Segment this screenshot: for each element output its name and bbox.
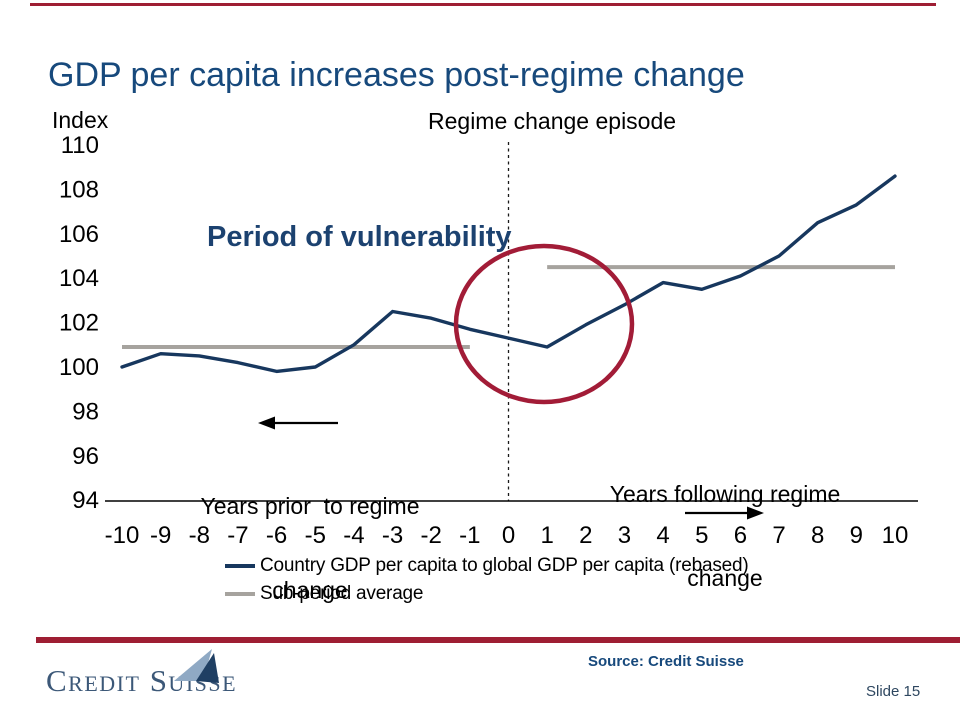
period-of-vulnerability-label: Period of vulnerability xyxy=(207,221,512,253)
x-tick-label: -3 xyxy=(382,522,403,549)
x-tick-label: -4 xyxy=(343,522,364,549)
y-tick-label: 106 xyxy=(59,221,99,248)
y-tick-label: 102 xyxy=(59,310,99,337)
x-tick-label: -1 xyxy=(459,522,480,549)
x-tick-label: -10 xyxy=(105,522,140,549)
x-tick-label: 0 xyxy=(502,522,515,549)
x-tick-label: 1 xyxy=(540,522,553,549)
legend-label-series: Country GDP per capita to global GDP per… xyxy=(260,555,749,576)
x-tick-label: 4 xyxy=(656,522,669,549)
x-tick-label: -6 xyxy=(266,522,287,549)
x-tick-label: 2 xyxy=(579,522,592,549)
years-prior-line2: change xyxy=(272,577,348,603)
years-prior-annotation: Years prior to regime change xyxy=(160,436,460,632)
x-tick-label: -5 xyxy=(305,522,326,549)
credit-suisse-sail-icon xyxy=(174,649,219,683)
legend-entry-average: Sub-period average xyxy=(225,583,423,605)
y-axis-title: Index xyxy=(52,107,109,133)
x-tick-label: 9 xyxy=(850,522,863,549)
y-tick-label: 104 xyxy=(59,265,99,292)
years-following-annotation: Years following regime change xyxy=(575,424,875,620)
slide-number: Slide 15 xyxy=(866,683,921,700)
series-line-swatch xyxy=(225,564,255,568)
y-tick-label: 96 xyxy=(72,443,99,470)
y-tick-label: 94 xyxy=(72,487,99,514)
y-tick-label: 108 xyxy=(59,176,99,203)
left-arrow-icon xyxy=(258,416,338,430)
y-tick-label: 100 xyxy=(59,354,99,381)
x-tick-label: 6 xyxy=(734,522,747,549)
x-tick-label: -7 xyxy=(227,522,248,549)
legend-entry-series: Country GDP per capita to global GDP per… xyxy=(225,555,749,577)
top-red-rule xyxy=(30,3,936,6)
right-arrow-icon xyxy=(685,506,764,520)
x-tick-label: 3 xyxy=(618,522,631,549)
y-tick-label: 98 xyxy=(72,398,99,425)
bottom-red-rule xyxy=(36,637,960,643)
regime-change-label: Regime change episode xyxy=(428,108,677,134)
page-title: GDP per capita increases post-regime cha… xyxy=(48,56,745,94)
x-tick-label: 8 xyxy=(811,522,824,549)
x-tick-label: -2 xyxy=(421,522,442,549)
vulnerability-circle-annotation xyxy=(453,243,635,405)
x-tick-label: 5 xyxy=(695,522,708,549)
x-tick-label: 10 xyxy=(882,522,909,549)
x-tick-label: -9 xyxy=(150,522,171,549)
years-prior-line1: Years prior to regime xyxy=(200,493,420,519)
gdp-series-line xyxy=(120,174,897,374)
average-line-swatch xyxy=(225,592,255,596)
x-tick-label: 7 xyxy=(772,522,785,549)
legend-label-average: Sub-period average xyxy=(260,583,424,604)
source-text: Source: Credit Suisse xyxy=(588,653,744,670)
years-following-line1: Years following regime xyxy=(609,481,841,507)
years-following-line2: change xyxy=(687,565,763,591)
y-tick-label: 110 xyxy=(61,132,99,159)
x-tick-label: -8 xyxy=(189,522,210,549)
